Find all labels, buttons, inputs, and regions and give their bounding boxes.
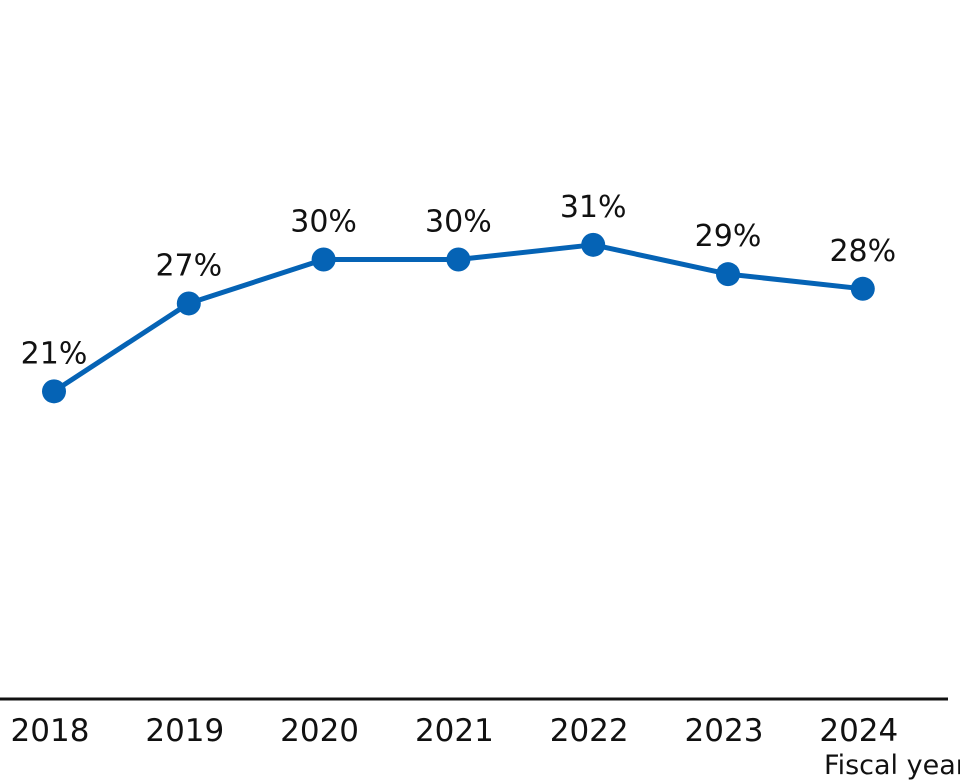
- data-label-2022: 31%: [560, 190, 627, 225]
- data-label-2024: 28%: [829, 234, 896, 269]
- x-tick-label-2018: 2018: [11, 713, 90, 749]
- x-tick-layer: 2018 2019 2020 2021 2022 2023 2024: [11, 713, 899, 749]
- data-point-2021: [446, 247, 471, 272]
- data-label-2021: 30%: [425, 205, 492, 240]
- data-label-2020: 30%: [290, 205, 357, 240]
- x-tick-label-2019: 2019: [145, 713, 224, 749]
- data-point-2022: [581, 232, 606, 257]
- x-tick-label-2024: 2024: [819, 713, 898, 749]
- series-layer: [42, 232, 875, 404]
- x-tick-label-2022: 2022: [550, 713, 629, 749]
- x-axis-title: Fiscal year: [824, 750, 960, 781]
- x-tick-label-2021: 2021: [415, 713, 494, 749]
- data-label-layer: 21% 27% 30% 30% 31% 29% 28%: [21, 190, 896, 372]
- data-label-2023: 29%: [695, 219, 762, 254]
- data-point-2019: [176, 291, 201, 316]
- data-point-2024: [850, 276, 875, 301]
- data-point-2018: [42, 379, 66, 404]
- data-label-2018: 21%: [21, 336, 88, 371]
- data-point-2020: [311, 247, 336, 272]
- data-label-2019: 27%: [155, 248, 222, 283]
- x-tick-label-2023: 2023: [685, 713, 764, 749]
- x-tick-label-2020: 2020: [280, 713, 359, 749]
- data-point-2023: [716, 262, 740, 287]
